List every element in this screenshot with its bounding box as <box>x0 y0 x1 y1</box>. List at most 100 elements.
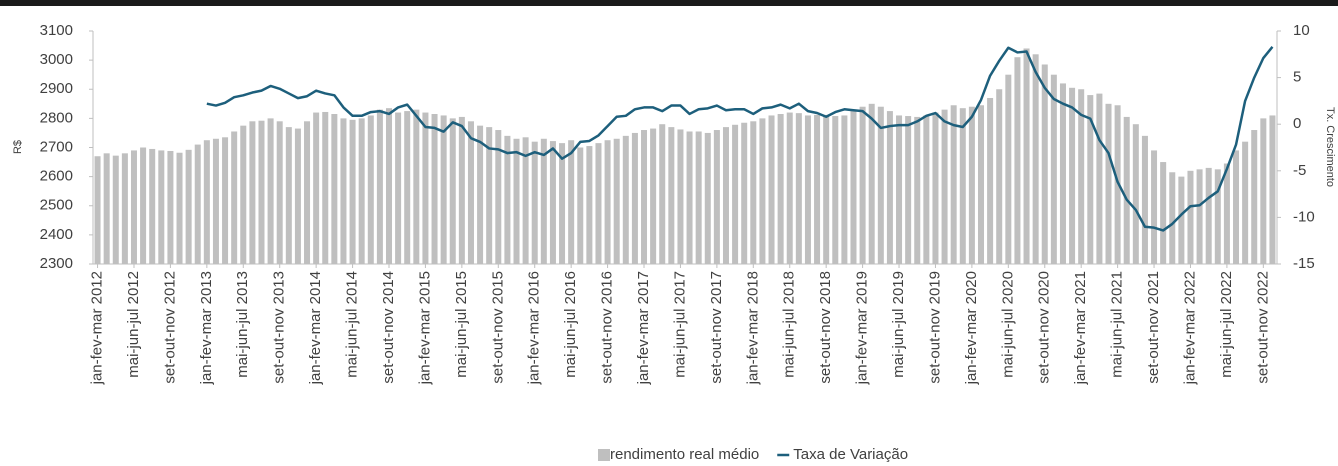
bar <box>1059 83 1066 264</box>
bar <box>722 127 729 264</box>
bar <box>540 138 547 264</box>
bar <box>613 138 620 264</box>
bar <box>987 97 994 264</box>
bar <box>1151 150 1158 264</box>
x-tick-label: mai-jun-jul 2016 <box>562 271 579 378</box>
bar <box>977 105 985 264</box>
bar <box>868 103 875 264</box>
bar <box>322 111 329 264</box>
bar <box>959 108 966 265</box>
x-tick-label: jan-fev-mar 2013 <box>198 271 215 385</box>
bar <box>914 116 921 264</box>
bar <box>877 106 884 264</box>
bar <box>1050 74 1057 264</box>
bar <box>395 112 402 264</box>
top-rule <box>0 0 1338 6</box>
bar <box>1269 115 1276 265</box>
bar <box>158 150 165 264</box>
y-tick-label: 3000 <box>40 51 73 68</box>
bar <box>140 147 147 264</box>
bar <box>1214 169 1221 264</box>
bar <box>1233 150 1240 264</box>
bar <box>1141 135 1148 264</box>
x-tick-label: jan-fev-mar 2021 <box>1072 271 1089 385</box>
bar <box>559 143 566 264</box>
bar <box>841 115 848 265</box>
bar <box>422 112 429 264</box>
bar <box>686 131 693 264</box>
bar <box>367 115 374 265</box>
bar <box>1223 163 1230 264</box>
bar <box>741 122 748 265</box>
bar <box>795 113 802 264</box>
bar <box>850 109 857 264</box>
bar <box>203 140 210 264</box>
y-axis-label: R$ <box>12 140 24 154</box>
y-tick-label: 2900 <box>40 80 73 97</box>
bar <box>1023 48 1030 264</box>
y2-tick-label: -5 <box>1293 162 1306 179</box>
bar <box>1251 130 1258 264</box>
bar <box>1132 124 1139 264</box>
bar <box>167 150 174 264</box>
x-tick-label: jan-fev-mar 2017 <box>635 271 652 385</box>
bar <box>121 153 128 264</box>
bar <box>704 132 711 264</box>
y-tick-label: 3100 <box>40 22 73 39</box>
bar <box>1069 87 1076 264</box>
y2-tick-label: 5 <box>1293 69 1301 86</box>
bar <box>549 141 556 264</box>
bar <box>1169 172 1176 264</box>
bar <box>458 116 465 264</box>
x-tick-label: mai-jun-jul 2019 <box>890 271 907 378</box>
bar <box>340 118 347 264</box>
x-tick-label: set-out-nov 2015 <box>489 271 506 384</box>
x-tick-label: jan-fev-mar 2020 <box>963 271 980 385</box>
bar <box>413 109 420 264</box>
y-tick-label: 2800 <box>40 109 73 126</box>
bar <box>431 114 438 264</box>
bar <box>996 89 1003 264</box>
bar <box>385 108 393 265</box>
x-tick-label: jan-fev-mar 2015 <box>416 271 433 385</box>
bar <box>905 116 912 264</box>
bar <box>267 118 274 264</box>
bar <box>1041 64 1048 265</box>
x-tick-label: mai-jun-jul 2020 <box>999 271 1016 378</box>
bar <box>449 118 456 264</box>
y-tick-label: 2700 <box>40 138 73 155</box>
bar <box>1160 162 1167 264</box>
bar <box>222 137 229 264</box>
bar <box>832 116 839 264</box>
y2-tick-label: -10 <box>1293 208 1315 225</box>
bar <box>304 121 311 264</box>
bar <box>859 106 866 264</box>
bar <box>194 144 201 264</box>
y-tick-label: 2600 <box>40 168 73 185</box>
bar <box>677 129 684 264</box>
x-tick-label: set-out-nov 2020 <box>1036 271 1053 384</box>
bar <box>950 105 957 264</box>
bar <box>531 141 538 264</box>
bar <box>231 131 238 264</box>
y-tick-label: 2300 <box>40 255 73 272</box>
bar <box>258 120 265 264</box>
bar <box>732 124 739 264</box>
bar <box>294 128 301 264</box>
y2-axis-label: Tx. Crescimento <box>1324 107 1336 187</box>
x-tick-label: mai-jun-jul 2022 <box>1218 271 1235 378</box>
x-tick-label: set-out-nov 2021 <box>1145 271 1162 384</box>
legend-label: rendimento real médio <box>610 446 759 463</box>
bar <box>94 156 101 264</box>
bar <box>1196 169 1203 264</box>
bar <box>185 149 192 264</box>
x-tick-label: mai-jun-jul 2013 <box>234 271 251 378</box>
bar <box>313 112 320 264</box>
x-tick-label: mai-jun-jul 2021 <box>1109 271 1126 378</box>
bar <box>713 130 720 264</box>
x-tick-label: mai-jun-jul 2014 <box>344 271 361 378</box>
bar <box>1178 176 1185 264</box>
bar <box>586 146 593 264</box>
x-tick-label: set-out-nov 2018 <box>817 271 834 384</box>
bar <box>176 152 183 264</box>
